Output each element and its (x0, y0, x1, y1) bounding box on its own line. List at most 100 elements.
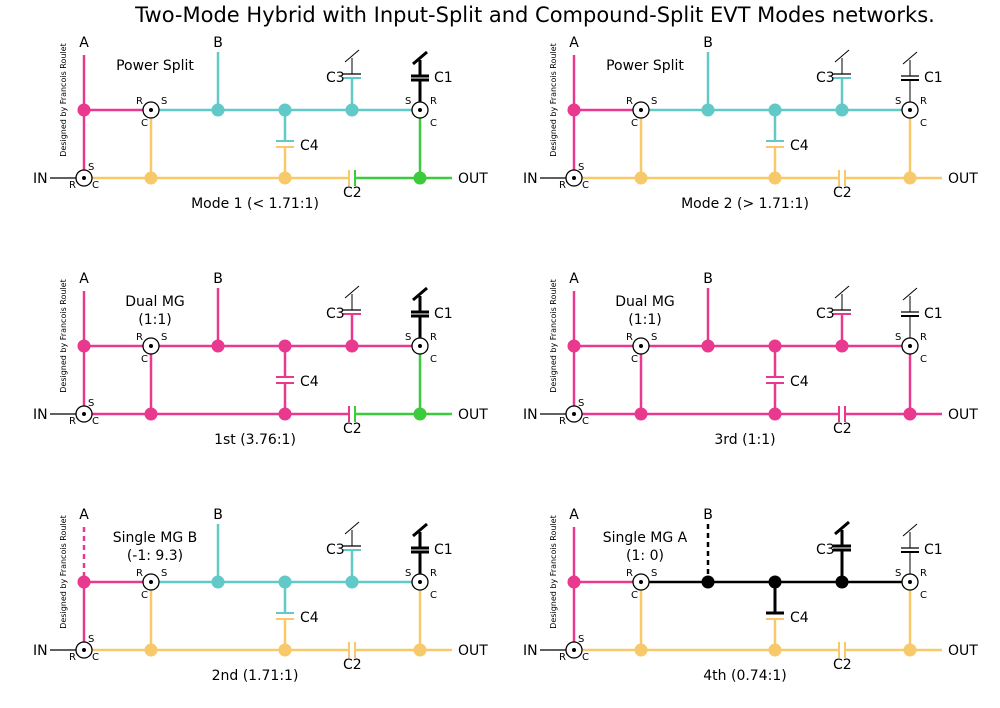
node-c3 (835, 339, 849, 353)
node-output (903, 407, 917, 421)
clutch-c4-label: C4 (790, 610, 809, 626)
node-c4 (278, 575, 292, 589)
clutch-c1-label: C1 (924, 542, 943, 558)
node-c4 (768, 575, 782, 589)
credit-text: Designed by Francois Roulet (549, 43, 558, 156)
node-b (211, 339, 225, 353)
label-r: R (626, 568, 633, 579)
node-a (77, 339, 91, 353)
mode-caption: 2nd (1.71:1) (212, 668, 299, 684)
node-c4-bottom (768, 171, 782, 185)
label-s: S (405, 568, 411, 579)
input-label: IN (33, 171, 48, 187)
planetary-1-icon-dot (149, 108, 153, 112)
planetary-input-icon-dot (572, 648, 576, 652)
label-s: S (88, 162, 94, 173)
label-c: C (92, 180, 99, 191)
motor-a-label: A (79, 507, 89, 523)
node-c4 (278, 339, 292, 353)
clutch-c1-ground-icon (412, 50, 428, 66)
label-s: S (651, 332, 657, 343)
label-r: R (920, 568, 927, 579)
label-s: S (161, 568, 167, 579)
motor-a-label: A (569, 35, 579, 51)
motor-b-label: B (703, 271, 713, 287)
label-s: S (405, 332, 411, 343)
panel-2: A B Designed by Francois Roulet IN C3 C1 C4 C2 O… (523, 35, 978, 212)
planetary-2-icon-dot (908, 580, 912, 584)
label-s: S (895, 332, 901, 343)
motor-a-label: A (569, 507, 579, 523)
node-a (77, 103, 91, 117)
label-r: R (920, 332, 927, 343)
node-b (211, 103, 225, 117)
node-carrier-1 (634, 407, 648, 421)
clutch-c1-ground-icon (902, 523, 918, 537)
label-r: R (626, 332, 633, 343)
clutch-c2-label: C2 (343, 421, 362, 437)
node-output (413, 407, 427, 421)
planetary-input-icon-dot (572, 176, 576, 180)
label-c: C (631, 590, 638, 601)
panel-5: A B Designed by Francois Roulet IN C3 C1 C4 C2 O… (33, 507, 488, 684)
clutch-c3-ground-icon (344, 49, 360, 63)
node-carrier-1 (634, 643, 648, 657)
mode-name: Dual MG (125, 294, 185, 310)
output-label: OUT (458, 407, 488, 423)
motor-b-label: B (213, 507, 223, 523)
label-c: C (920, 590, 927, 601)
label-r: R (430, 332, 437, 343)
node-c4-bottom (278, 407, 292, 421)
input-label: IN (523, 171, 538, 187)
node-c4-bottom (768, 643, 782, 657)
mode-name: Dual MG (615, 294, 675, 310)
label-c: C (430, 354, 437, 365)
credit-text: Designed by Francois Roulet (59, 43, 68, 156)
label-r: R (136, 332, 143, 343)
planetary-input-icon-dot (82, 176, 86, 180)
node-c4-bottom (278, 643, 292, 657)
label-s: S (578, 634, 584, 645)
clutch-c3-label: C3 (816, 70, 835, 86)
clutch-c1-ground-icon (902, 51, 918, 65)
planetary-input-icon-dot (572, 412, 576, 416)
label-c: C (631, 118, 638, 129)
node-carrier-1 (144, 643, 158, 657)
node-c3 (345, 575, 359, 589)
node-c3 (345, 339, 359, 353)
label-r: R (559, 652, 566, 663)
label-c: C (141, 354, 148, 365)
clutch-c3-ground-icon (344, 285, 360, 299)
clutch-c4-label: C4 (300, 138, 319, 154)
planetary-2-icon-dot (908, 108, 912, 112)
planetary-1-icon-dot (149, 580, 153, 584)
motor-a-label: A (569, 271, 579, 287)
node-c4-bottom (278, 171, 292, 185)
clutch-c1-ground-icon (412, 286, 428, 302)
clutch-c4-label: C4 (790, 374, 809, 390)
label-s: S (578, 398, 584, 409)
mode-name: Single MG A (603, 530, 688, 546)
node-c3 (835, 575, 849, 589)
output-label: OUT (948, 643, 978, 659)
label-r: R (430, 96, 437, 107)
node-c4 (278, 103, 292, 117)
mode-name: Power Split (606, 58, 684, 74)
clutch-c3-label: C3 (816, 542, 835, 558)
mode-name: Single MG B (113, 530, 197, 546)
node-output (903, 643, 917, 657)
label-r: R (69, 416, 76, 427)
clutch-c3-ground-icon (344, 521, 360, 535)
motor-b-label: B (703, 35, 713, 51)
node-c3 (835, 103, 849, 117)
label-r: R (69, 180, 76, 191)
label-s: S (651, 568, 657, 579)
clutch-c3-ground-icon (834, 520, 850, 536)
label-c: C (430, 118, 437, 129)
clutch-c4-label: C4 (790, 138, 809, 154)
mode-caption: 4th (0.74:1) (703, 668, 786, 684)
label-s: S (895, 568, 901, 579)
label-r: R (559, 416, 566, 427)
clutch-c3-label: C3 (816, 306, 835, 322)
clutch-c1-label: C1 (434, 542, 453, 558)
